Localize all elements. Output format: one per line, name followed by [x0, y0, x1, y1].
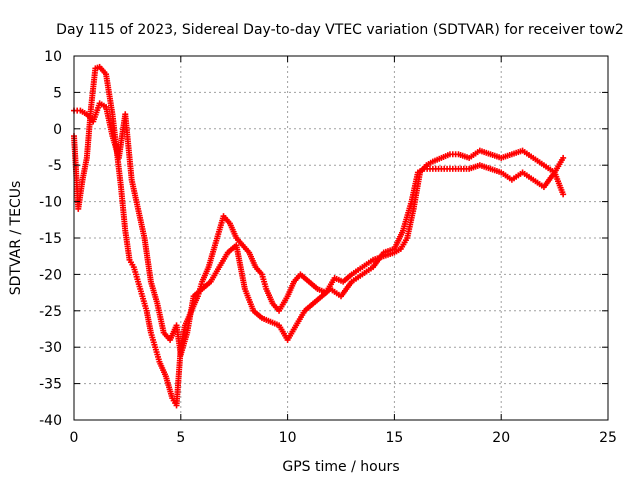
grid-layer: [74, 56, 608, 420]
ticks-layer: 0 5 10 15 20 25 10 5 0 -5 -10 -15 -20 -25 -30 -35 -40: [39, 49, 617, 446]
points-layer: [71, 63, 567, 409]
x-tick-label: 0: [70, 430, 79, 446]
y-tick-label: -40: [39, 413, 62, 429]
x-tick-label: 20: [492, 430, 510, 446]
y-tick-label: -25: [39, 304, 62, 320]
y-tick-label: -35: [39, 377, 62, 393]
y-tick-label: 10: [44, 49, 62, 65]
y-tick-label: -15: [39, 231, 62, 247]
data-point-series-1: [560, 154, 567, 161]
y-tick-label: -30: [39, 340, 62, 356]
x-axis-label: GPS time / hours: [282, 459, 399, 475]
y-tick-label: 0: [53, 122, 62, 138]
y-tick-label: -5: [48, 158, 62, 174]
chart-title: Day 115 of 2023, Sidereal Day-to-day VTE…: [56, 22, 624, 38]
x-tick-label: 10: [279, 430, 297, 446]
y-tick-label: -20: [39, 267, 62, 283]
y-axis-label: SDTVAR / TECUs: [8, 181, 24, 296]
x-tick-label: 25: [599, 430, 617, 446]
data-point-series-2: [560, 191, 567, 198]
x-tick-label: 5: [176, 430, 185, 446]
y-tick-label: -10: [39, 195, 62, 211]
x-tick-label: 15: [385, 430, 403, 446]
y-tick-label: 5: [53, 85, 62, 101]
